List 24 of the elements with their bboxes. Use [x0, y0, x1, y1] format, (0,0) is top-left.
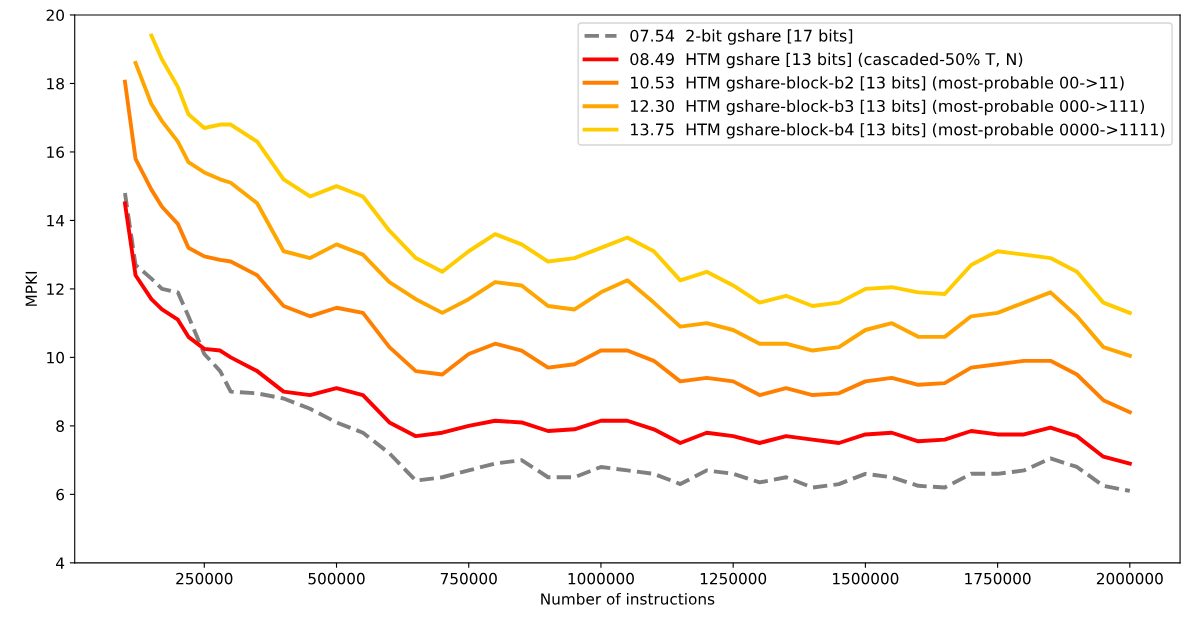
x-tick-label: 1000000 [568, 572, 634, 585]
x-axis-title: Number of instructions [541, 592, 715, 605]
x-tick-label: 500000 [308, 572, 365, 585]
y-tick-label: 14 [47, 215, 65, 227]
x-tick-label: 750000 [440, 572, 497, 585]
y-tick-label: 18 [47, 77, 64, 90]
y-tick-label: 16 [47, 146, 65, 158]
legend-label: 12.30 HTM gshare-block-b3 [13 bits] (most-probable 000->111) [631, 99, 1144, 116]
x-tick-label: 1500000 [833, 572, 899, 585]
x-tick-label: 1250000 [700, 572, 767, 585]
y-tick-label: 20 [46, 9, 64, 21]
legend-label: 13.75 HTM gshare-block-b4 [13 bits] (most-probable 0000->1111) [631, 123, 1165, 139]
y-axis-title: MPKI [25, 271, 37, 306]
x-tick-label: 1750000 [965, 572, 1031, 585]
y-tick-label: 10 [47, 351, 64, 364]
x-tick-label: 2000000 [1096, 572, 1163, 585]
y-tick-label: 4 [56, 557, 65, 569]
y-tick-label: 12 [47, 283, 64, 295]
legend-label: 10.53 HTM gshare-block-b2 [13 bits] (most-probable 00->11) [631, 76, 1124, 92]
legend-label: 07.54 2-bit gshare [17 bits] [630, 29, 853, 45]
y-tick-label: 8 [56, 420, 64, 432]
x-tick-label: 250000 [176, 572, 233, 585]
y-tick-label: 6 [56, 488, 65, 501]
legend-label: 08.49 HTM gshare [13 bits] (cascaded-50% T, N) [630, 52, 1023, 69]
